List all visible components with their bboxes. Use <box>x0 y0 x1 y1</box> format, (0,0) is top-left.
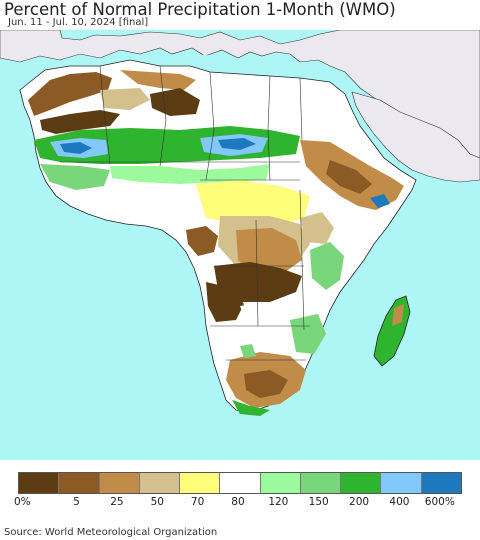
nw-dry-zone <box>28 72 112 116</box>
angola-dry <box>206 282 244 322</box>
horn-dark <box>326 160 372 194</box>
legend-swatch <box>421 473 461 493</box>
africa-map-svg <box>0 30 480 460</box>
map-subtitle: Jun. 11 - Jul. 10, 2024 [final] <box>8 17 149 28</box>
legend-label: 50 <box>150 496 164 508</box>
legend-label: 80 <box>231 496 245 508</box>
sahara-tan <box>100 88 150 110</box>
south-coast-green <box>232 400 270 416</box>
country-borders <box>60 65 310 361</box>
legend-swatch <box>59 473 100 493</box>
legend-swatch <box>260 473 301 493</box>
europe-land <box>0 30 480 161</box>
sahel-medgreen <box>40 164 110 190</box>
legend-label: 600% <box>424 496 455 508</box>
legend-label: 150 <box>308 496 329 508</box>
sahel-deepblue-east <box>218 138 256 150</box>
legend-swatch <box>180 473 221 493</box>
mediterranean-sea <box>60 54 330 76</box>
sahel-lightgreen <box>110 164 270 184</box>
congo-dark <box>214 262 302 302</box>
legend-label: 5 <box>73 496 80 508</box>
sahara-dry-west <box>40 110 120 134</box>
legend-swatch <box>99 473 140 493</box>
legend-swatch <box>19 473 60 493</box>
nw-dry-zone-2 <box>120 70 196 90</box>
east-africa-green <box>310 242 344 290</box>
legend-swatch <box>220 473 261 493</box>
madagascar-tan <box>392 304 404 326</box>
legend-label: 0% <box>14 496 31 508</box>
horn-blue-spot <box>370 194 390 208</box>
legend-swatch <box>341 473 382 493</box>
legend-label: 25 <box>110 496 124 508</box>
namibia-green-spot <box>240 344 256 358</box>
legend-label: 120 <box>268 496 289 508</box>
namibia-white <box>210 326 240 362</box>
legend-labels: 0% 5 25 50 70 80 120 150 200 400 600% <box>0 496 480 510</box>
legend-label: 200 <box>349 496 370 508</box>
legend-swatch <box>139 473 181 493</box>
arabia-land <box>351 91 480 183</box>
precipitation-map <box>0 30 480 460</box>
map-title: Percent of Normal Precipitation 1-Month … <box>4 0 396 19</box>
source-credit: Source: World Meteorological Organizatio… <box>4 527 218 538</box>
east-africa-tan <box>300 212 334 244</box>
legend-swatch <box>300 473 342 493</box>
gulf-guinea-dry <box>186 226 218 256</box>
sahara-dry-mid <box>150 88 200 116</box>
legend-swatch <box>381 473 422 493</box>
central-yellow <box>196 180 310 226</box>
south-africa-dark <box>244 370 288 398</box>
legend-label: 70 <box>190 496 205 508</box>
color-legend <box>18 472 462 494</box>
sahel-deepblue-west <box>60 142 92 154</box>
mozambique-green <box>290 314 326 354</box>
legend-label: 400 <box>389 496 410 508</box>
